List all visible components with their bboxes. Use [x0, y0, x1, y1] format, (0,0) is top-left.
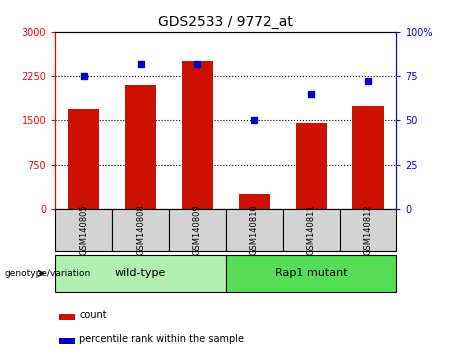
Bar: [125, 85, 156, 209]
Bar: [112, 209, 169, 251]
Bar: [169, 209, 226, 251]
Text: GSM140811: GSM140811: [307, 205, 316, 256]
Bar: [283, 209, 340, 251]
Text: GSM140810: GSM140810: [250, 205, 259, 256]
Text: percentile rank within the sample: percentile rank within the sample: [79, 334, 244, 344]
Text: GSM140809: GSM140809: [193, 205, 202, 256]
Bar: [226, 209, 283, 251]
Text: GSM140805: GSM140805: [79, 205, 88, 256]
Bar: [59, 314, 75, 320]
Title: GDS2533 / 9772_at: GDS2533 / 9772_at: [159, 16, 293, 29]
Bar: [239, 194, 270, 209]
Bar: [55, 209, 112, 251]
Text: count: count: [79, 310, 107, 320]
Bar: [340, 209, 396, 251]
Bar: [296, 123, 327, 209]
Text: genotype/variation: genotype/variation: [5, 269, 91, 278]
Bar: [59, 338, 75, 344]
Text: GSM140808: GSM140808: [136, 205, 145, 256]
Bar: [182, 61, 213, 209]
Text: Rap1 mutant: Rap1 mutant: [275, 268, 348, 279]
Bar: [352, 105, 384, 209]
Bar: [226, 255, 396, 292]
Bar: [68, 109, 100, 209]
Text: GSM140812: GSM140812: [364, 205, 372, 256]
Text: wild-type: wild-type: [115, 268, 166, 279]
Bar: [55, 255, 226, 292]
